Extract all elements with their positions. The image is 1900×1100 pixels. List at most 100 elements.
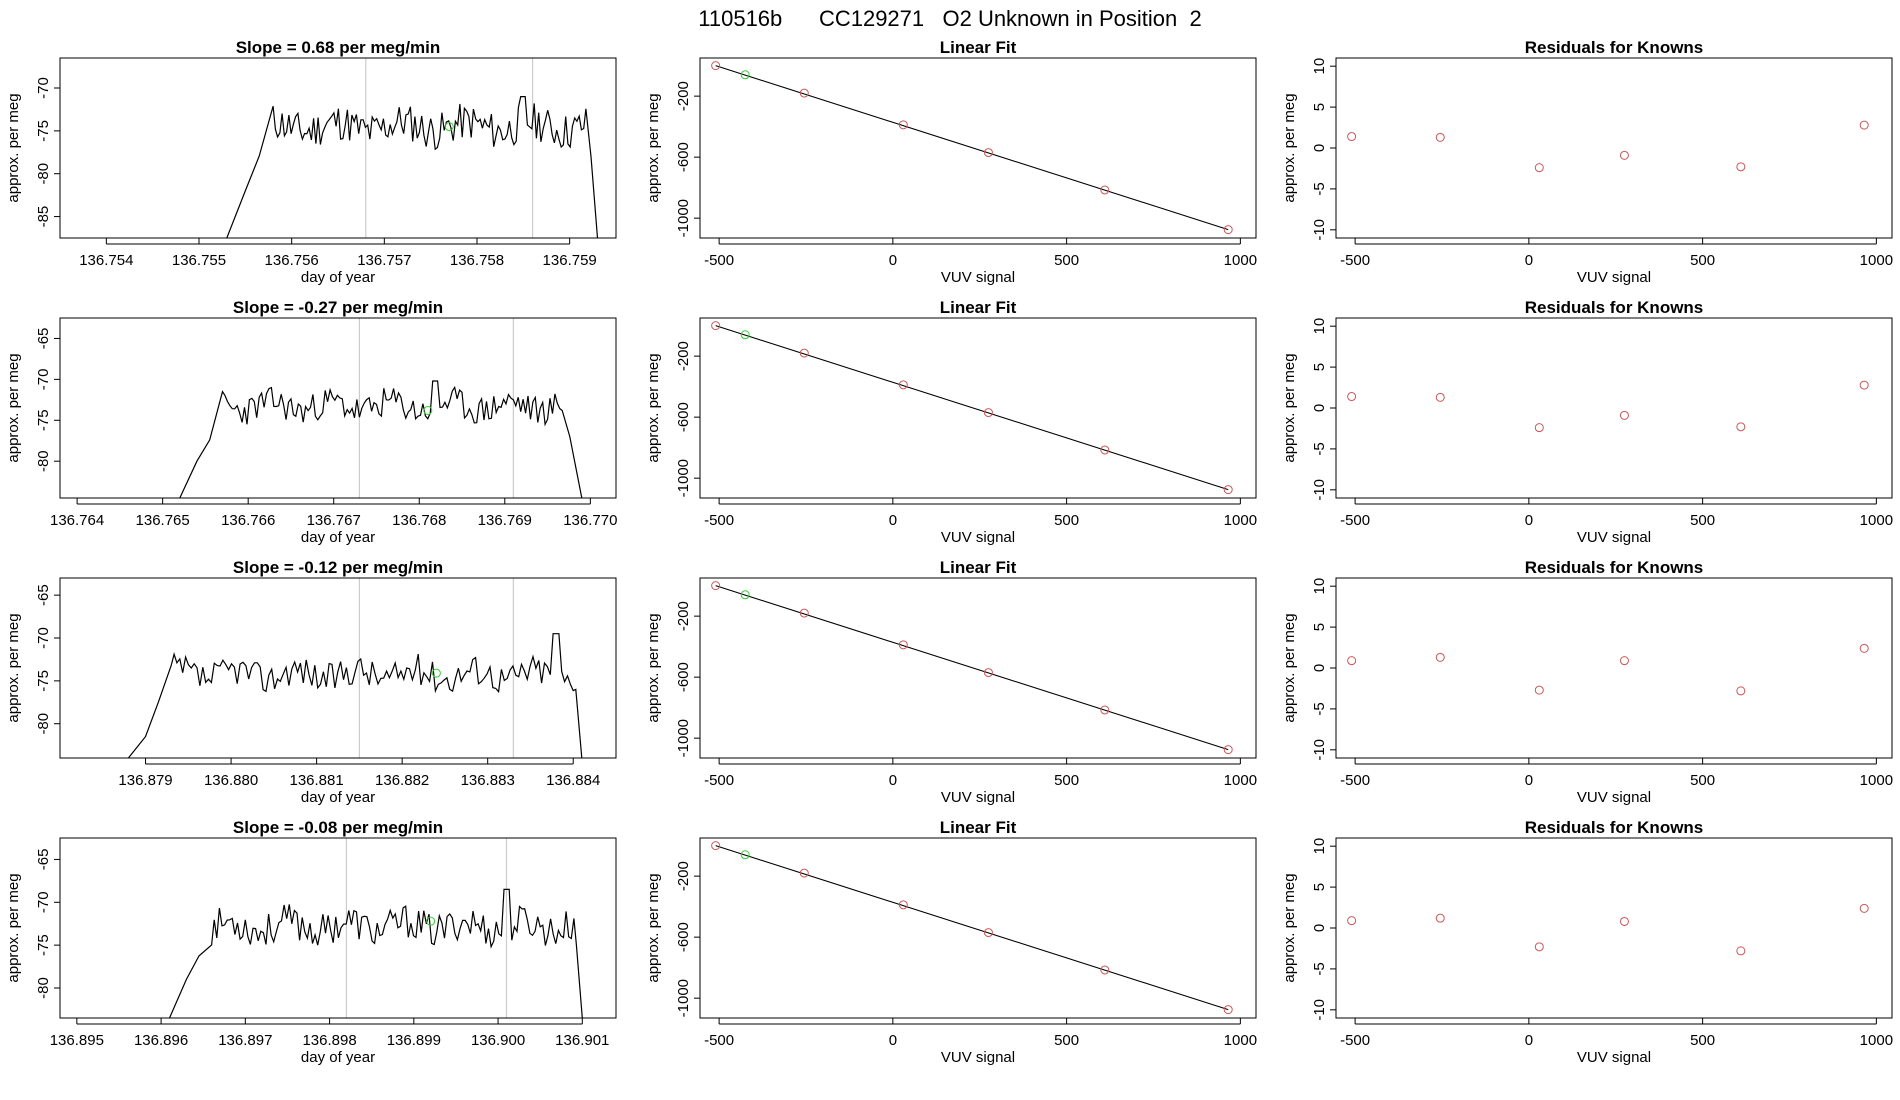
known-point	[1736, 946, 1746, 956]
x-tick-label: 136.754	[79, 252, 133, 269]
plot-area	[168, 838, 583, 1018]
x-tick-label: 1000	[1224, 512, 1257, 529]
x-tick-label: 136.767	[307, 512, 361, 529]
x-tick-label: 500	[1690, 772, 1715, 789]
x-axis-label: VUV signal	[1577, 789, 1651, 806]
panel-title: Linear Fit	[940, 38, 1017, 57]
x-axis-label: VUV signal	[1577, 529, 1651, 546]
plot-area	[1347, 380, 1869, 433]
y-tick-label: 10	[1311, 58, 1328, 75]
plot-area	[127, 578, 583, 758]
signal-line	[168, 888, 583, 1018]
x-tick-label: 136.757	[357, 252, 411, 269]
y-axis-label: approx. per meg	[5, 353, 22, 462]
x-tick-label: -500	[704, 252, 734, 269]
plot-area	[179, 318, 583, 498]
plot-area	[1347, 120, 1869, 173]
plot-frame	[59, 317, 617, 499]
plot-frame	[699, 837, 1257, 1019]
fit-line	[715, 65, 1229, 231]
x-axis-label: VUV signal	[941, 269, 1015, 286]
x-axis-label: day of year	[301, 789, 375, 806]
panel-4-1: Slope = -0.08 per meg/min 136.895 136.896 1…	[5, 818, 617, 1066]
panel-title: Residuals for Knowns	[1525, 38, 1704, 57]
y-tick-label: 5	[1311, 623, 1328, 631]
x-tick-label: -500	[1340, 512, 1370, 529]
y-tick-label: 0	[1311, 404, 1328, 412]
known-point	[1534, 163, 1544, 173]
known-point	[1736, 422, 1746, 432]
x-tick-label: -500	[1340, 252, 1370, 269]
known-point	[983, 408, 993, 418]
x-axis-label: VUV signal	[1577, 269, 1651, 286]
x-tick-label: 0	[1525, 772, 1533, 789]
y-tick-label: -80	[35, 713, 52, 735]
y-tick-label: -75	[35, 409, 52, 431]
panel-2-3: Residuals for Knowns -500 0 500 1000 VUV sign…	[1281, 298, 1893, 546]
y-axis-label: approx. per meg	[5, 873, 22, 982]
x-tick-label: 136.766	[221, 512, 275, 529]
y-tick-label: -70	[35, 369, 52, 391]
y-tick-label: 5	[1311, 363, 1328, 371]
plot-frame	[59, 837, 617, 1019]
x-tick-label: 500	[1690, 512, 1715, 529]
y-tick-label: -1000	[675, 719, 692, 757]
plot-frame	[1335, 577, 1893, 759]
y-tick-label: -600	[675, 402, 692, 432]
plot-area	[711, 581, 1233, 755]
x-axis-label: VUV signal	[941, 1049, 1015, 1066]
y-tick-label: -1000	[675, 459, 692, 497]
y-tick-label: -85	[35, 206, 52, 228]
unknown-point	[444, 122, 454, 132]
panel-2-1: Slope = -0.27 per meg/min 136.764 136.765 1…	[5, 298, 617, 546]
known-point	[1534, 423, 1544, 433]
signal-line	[179, 380, 583, 498]
plot-frame	[699, 317, 1257, 499]
panel-1-2: Linear Fit -500 0 500 1000 VUV signal -1000 -60…	[645, 38, 1257, 286]
known-point	[1435, 392, 1445, 402]
plot-area	[711, 61, 1233, 235]
x-tick-label: 136.897	[218, 1032, 272, 1049]
panel-1-1: Slope = 0.68 per meg/min 136.754 136.755 13…	[5, 38, 617, 286]
fit-line	[715, 325, 1229, 491]
panel-4-3: Residuals for Knowns -500 0 500 1000 VUV sign…	[1281, 818, 1893, 1066]
y-tick-label: 10	[1311, 838, 1328, 855]
x-axis-label: VUV signal	[941, 789, 1015, 806]
y-tick-label: -70	[35, 891, 52, 913]
x-tick-label: 1000	[1224, 772, 1257, 789]
known-point	[983, 928, 993, 938]
y-axis-label: approx. per meg	[645, 873, 662, 982]
known-point	[799, 608, 809, 618]
known-point	[898, 380, 908, 390]
plot-frame	[699, 57, 1257, 239]
panel-title: Linear Fit	[940, 298, 1017, 317]
known-point	[1347, 656, 1357, 666]
known-point	[711, 321, 721, 331]
x-tick-label: 0	[889, 772, 897, 789]
x-tick-label: 136.769	[478, 512, 532, 529]
y-tick-label: -200	[675, 341, 692, 371]
x-tick-label: 500	[1690, 1032, 1715, 1049]
y-axis-label: approx. per meg	[645, 353, 662, 462]
x-tick-label: 136.764	[50, 512, 104, 529]
y-tick-label: -10	[1311, 739, 1328, 761]
known-point	[1736, 162, 1746, 172]
y-tick-label: -80	[35, 977, 52, 999]
known-point	[1435, 652, 1445, 662]
known-point	[1347, 132, 1357, 142]
known-point	[983, 668, 993, 678]
x-axis-label: day of year	[301, 1049, 375, 1066]
plot-frame	[1335, 837, 1893, 1019]
known-point	[1223, 485, 1233, 495]
known-point	[1736, 686, 1746, 696]
known-point	[1100, 185, 1110, 195]
known-point	[711, 841, 721, 851]
known-point	[799, 88, 809, 98]
panel-title: Slope = -0.12 per meg/min	[233, 558, 443, 577]
y-tick-label: 10	[1311, 318, 1328, 335]
x-tick-label: 136.755	[172, 252, 226, 269]
y-tick-label: -200	[675, 81, 692, 111]
panel-title: Residuals for Knowns	[1525, 558, 1704, 577]
y-tick-label: -70	[35, 77, 52, 99]
x-tick-label: 500	[1054, 512, 1079, 529]
